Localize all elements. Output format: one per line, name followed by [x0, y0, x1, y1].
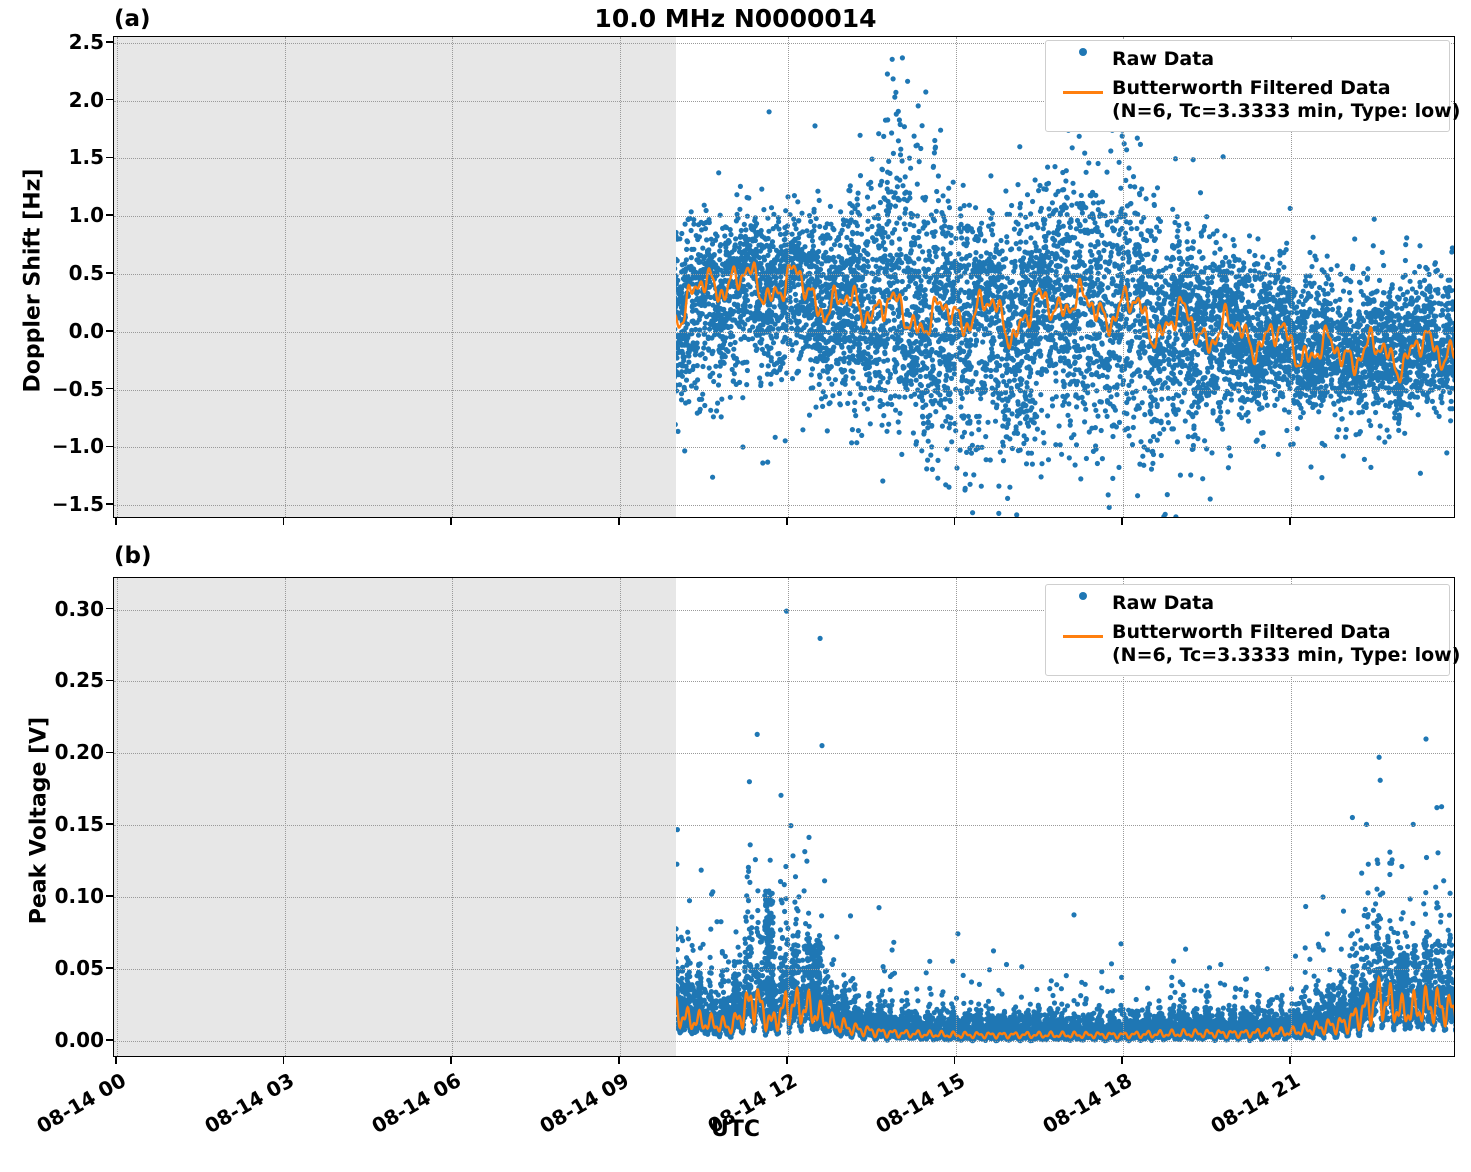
- ytick-label: −1.0: [0, 434, 104, 458]
- ytick-mark: [106, 157, 113, 159]
- legend-label-filtered: Butterworth Filtered Data (N=6, Tc=3.333…: [1112, 621, 1460, 667]
- gridline-horizontal: [114, 390, 1454, 391]
- ytick-mark: [106, 608, 113, 610]
- gridline-vertical: [117, 578, 118, 1056]
- legend-label-raw: Raw Data: [1112, 592, 1214, 615]
- ytick-label: 0.0: [0, 319, 104, 343]
- legend-label-filtered: Butterworth Filtered Data (N=6, Tc=3.333…: [1112, 77, 1460, 123]
- xtick-mark: [786, 1057, 788, 1064]
- gridline-horizontal: [114, 825, 1454, 826]
- gridline-vertical: [452, 578, 453, 1056]
- legend-marker-icon: [1054, 592, 1112, 600]
- ytick-label: 2.0: [0, 88, 104, 112]
- gridline-vertical: [117, 37, 118, 517]
- xtick-mark: [283, 1057, 285, 1064]
- panel-a-legend: Raw Data Butterworth Filtered Data (N=6,…: [1045, 40, 1450, 132]
- gridline-horizontal: [114, 681, 1454, 682]
- ytick-mark: [106, 446, 113, 448]
- xtick-mark: [618, 518, 620, 525]
- legend-line-icon: [1054, 77, 1112, 94]
- ytick-mark: [106, 823, 113, 825]
- xtick-mark: [618, 1057, 620, 1064]
- gridline-vertical: [620, 578, 621, 1056]
- ytick-mark: [106, 99, 113, 101]
- ytick-mark: [106, 330, 113, 332]
- ytick-label: −0.5: [0, 377, 104, 401]
- ytick-mark: [106, 41, 113, 43]
- ytick-mark: [106, 388, 113, 390]
- ytick-mark: [106, 1039, 113, 1041]
- ytick-mark: [106, 214, 113, 216]
- ytick-label: 0.10: [0, 884, 104, 908]
- ytick-label: 0.5: [0, 261, 104, 285]
- xtick-mark: [1121, 1057, 1123, 1064]
- legend-line-icon: [1054, 621, 1112, 638]
- ytick-label: 0.30: [0, 597, 104, 621]
- gridline-vertical: [956, 578, 957, 1056]
- gridline-horizontal: [114, 505, 1454, 506]
- ytick-label: 0.20: [0, 740, 104, 764]
- panel-b-tag: (b): [114, 543, 152, 569]
- legend-entry-raw: Raw Data: [1054, 48, 1439, 71]
- ytick-label: 0.25: [0, 668, 104, 692]
- xtick-mark: [1289, 1057, 1291, 1064]
- legend-label-raw: Raw Data: [1112, 48, 1214, 71]
- legend-entry-raw: Raw Data: [1054, 592, 1439, 615]
- gridline-horizontal: [114, 216, 1454, 217]
- xtick-mark: [115, 1057, 117, 1064]
- xtick-mark: [1121, 518, 1123, 525]
- panel-a-shaded-region: [114, 37, 676, 517]
- ytick-label: −1.5: [0, 492, 104, 516]
- gridline-vertical: [788, 578, 789, 1056]
- x-axis-label: UTC: [0, 1117, 1471, 1142]
- gridline-horizontal: [114, 753, 1454, 754]
- gridline-horizontal: [114, 969, 1454, 970]
- panel-a-tag: (a): [114, 6, 151, 32]
- gridline-vertical: [620, 37, 621, 517]
- gridline-horizontal: [114, 897, 1454, 898]
- gridline-vertical: [788, 37, 789, 517]
- xtick-mark: [786, 518, 788, 525]
- gridline-vertical: [285, 37, 286, 517]
- gridline-vertical: [285, 578, 286, 1056]
- gridline-horizontal: [114, 332, 1454, 333]
- ytick-mark: [106, 967, 113, 969]
- gridline-vertical: [452, 37, 453, 517]
- xtick-mark: [115, 518, 117, 525]
- xtick-mark: [450, 518, 452, 525]
- ytick-mark: [106, 503, 113, 505]
- gridline-horizontal: [114, 1041, 1454, 1042]
- ytick-label: 2.5: [0, 30, 104, 54]
- ytick-mark: [106, 895, 113, 897]
- legend-marker-icon: [1054, 48, 1112, 56]
- legend-entry-filtered: Butterworth Filtered Data (N=6, Tc=3.333…: [1054, 77, 1439, 123]
- figure-title: 10.0 MHz N0000014: [0, 4, 1471, 33]
- ytick-label: 0.00: [0, 1028, 104, 1052]
- ytick-label: 0.15: [0, 812, 104, 836]
- xtick-mark: [450, 1057, 452, 1064]
- xtick-mark: [283, 518, 285, 525]
- gridline-horizontal: [114, 158, 1454, 159]
- panel-b-shaded-region: [114, 578, 676, 1056]
- ytick-mark: [106, 752, 113, 754]
- legend-entry-filtered: Butterworth Filtered Data (N=6, Tc=3.333…: [1054, 621, 1439, 667]
- gridline-horizontal: [114, 274, 1454, 275]
- ytick-mark: [106, 680, 113, 682]
- gridline-vertical: [956, 37, 957, 517]
- gridline-horizontal: [114, 447, 1454, 448]
- ytick-mark: [106, 272, 113, 274]
- xtick-mark: [954, 518, 956, 525]
- ytick-label: 1.0: [0, 203, 104, 227]
- xtick-mark: [954, 1057, 956, 1064]
- xtick-mark: [1289, 518, 1291, 525]
- ytick-label: 0.05: [0, 956, 104, 980]
- ytick-label: 1.5: [0, 145, 104, 169]
- panel-b-legend: Raw Data Butterworth Filtered Data (N=6,…: [1045, 584, 1450, 676]
